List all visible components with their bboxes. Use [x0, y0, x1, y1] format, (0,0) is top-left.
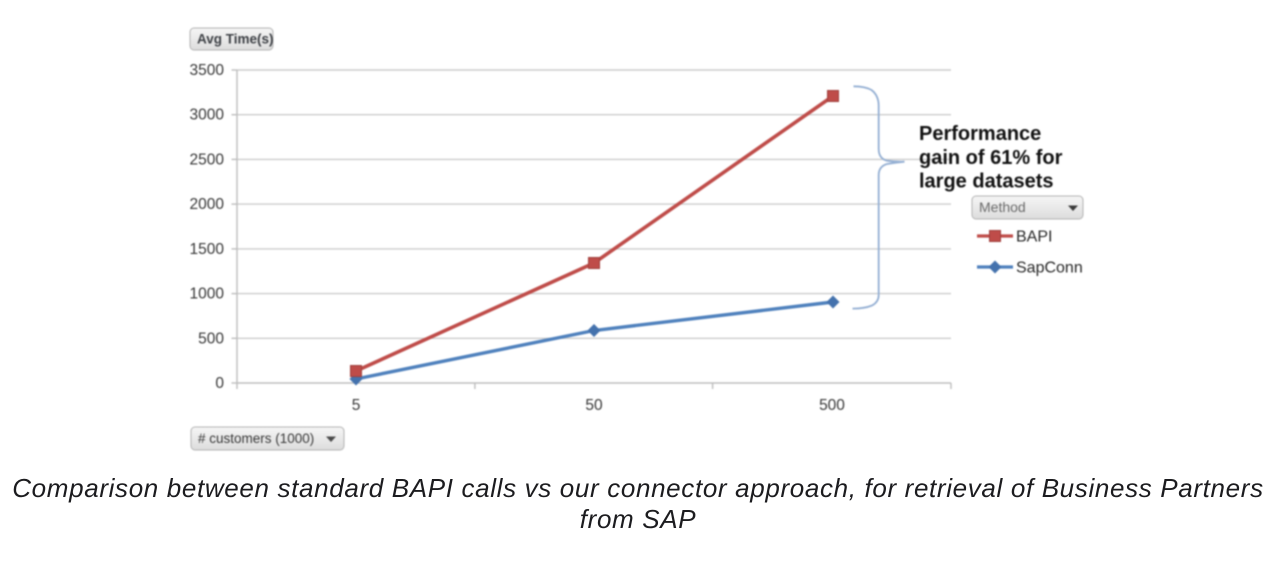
svg-text:BAPI: BAPI: [1016, 229, 1052, 246]
svg-text:Performance: Performance: [919, 123, 1041, 145]
svg-text:1500: 1500: [190, 241, 225, 258]
svg-text:Method: Method: [979, 199, 1026, 215]
svg-text:2500: 2500: [190, 151, 225, 168]
svg-text:SapConn: SapConn: [1016, 260, 1083, 277]
svg-text:Avg Time(s): Avg Time(s): [197, 32, 274, 47]
svg-text:500: 500: [819, 397, 845, 414]
svg-text:large datasets: large datasets: [919, 171, 1054, 193]
svg-text:3500: 3500: [190, 62, 225, 79]
svg-text:3000: 3000: [190, 107, 225, 124]
svg-text:0: 0: [215, 375, 224, 392]
svg-text:500: 500: [198, 330, 224, 347]
svg-text:50: 50: [585, 397, 603, 414]
svg-text:2000: 2000: [190, 196, 225, 213]
svg-text:5: 5: [352, 397, 361, 414]
svg-text:1000: 1000: [190, 286, 225, 303]
svg-text:gain of 61% for: gain of 61% for: [919, 147, 1063, 169]
svg-text:# customers (1000): # customers (1000): [198, 431, 314, 446]
